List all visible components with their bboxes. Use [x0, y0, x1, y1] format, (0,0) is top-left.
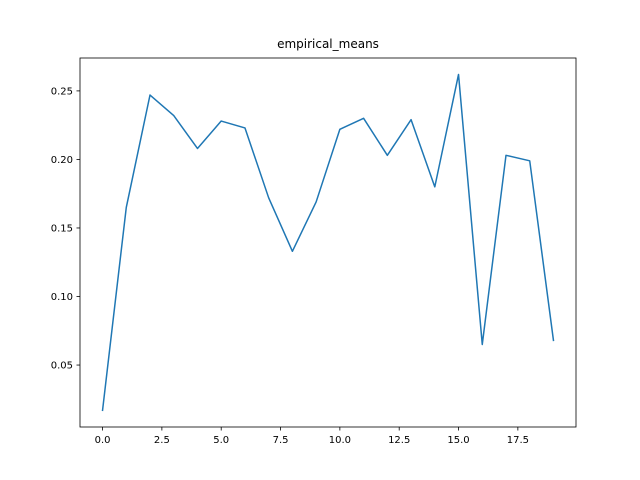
- x-tick-label: 12.5: [388, 435, 410, 446]
- x-tick-label: 2.5: [154, 435, 170, 446]
- x-tick-label: 15.0: [447, 435, 469, 446]
- x-tick-label: 10.0: [329, 435, 351, 446]
- y-tick-label: 0.05: [51, 361, 73, 372]
- plot-area: 0.0 2.5 5.0 7.5 10.0 12.5 15.0 17.5 0.05 0.10 0.15…: [51, 73, 555, 446]
- series-line: [101, 73, 555, 412]
- chart-title: empirical_means: [277, 37, 379, 51]
- axes-frame: [79, 57, 577, 428]
- y-tick-label: 0.25: [51, 86, 73, 97]
- x-tick-label: 5.0: [213, 435, 229, 446]
- y-tick-label: 0.10: [51, 292, 73, 303]
- y-tick-label: 0.20: [51, 155, 73, 166]
- y-tick-label: 0.15: [51, 223, 73, 234]
- x-tick-label: 7.5: [273, 435, 289, 446]
- x-tick-label: 0.0: [95, 435, 111, 446]
- x-tick-label: 17.5: [507, 435, 529, 446]
